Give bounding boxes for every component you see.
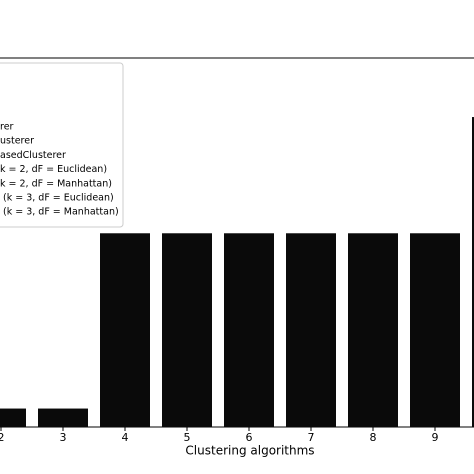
legend-box (0, 62, 124, 228)
bar (38, 408, 88, 427)
bar (410, 233, 460, 427)
legend-label: rer (0, 122, 14, 133)
x-tick-label: 5 (184, 431, 191, 444)
x-axis-label: Clustering algorithms (185, 444, 314, 458)
bar (0, 408, 26, 427)
x-tick-label: 7 (308, 431, 315, 444)
bar (348, 233, 398, 427)
x-tick-label: 4 (122, 431, 129, 444)
legend-label: (k = 3, dF = Manhattan) (3, 207, 119, 218)
legend-label: (k = 3, dF = Euclidean) (3, 193, 114, 204)
bar (162, 233, 212, 427)
legend-label: asedClusterer (0, 150, 66, 161)
legend-label: k = 2, dF = Manhattan) (0, 178, 112, 189)
legend-label: k = 2, dF = Euclidean) (0, 164, 107, 175)
bar (472, 117, 474, 427)
x-tick-label: 2 (0, 431, 5, 444)
x-tick-label: 3 (60, 431, 67, 444)
bar (100, 233, 150, 427)
bar (286, 233, 336, 427)
x-tick-label: 8 (370, 431, 377, 444)
x-tick-label: 9 (432, 431, 439, 444)
legend-label: usterer (0, 136, 34, 147)
bar (224, 233, 274, 427)
x-tick-label: 6 (246, 431, 253, 444)
